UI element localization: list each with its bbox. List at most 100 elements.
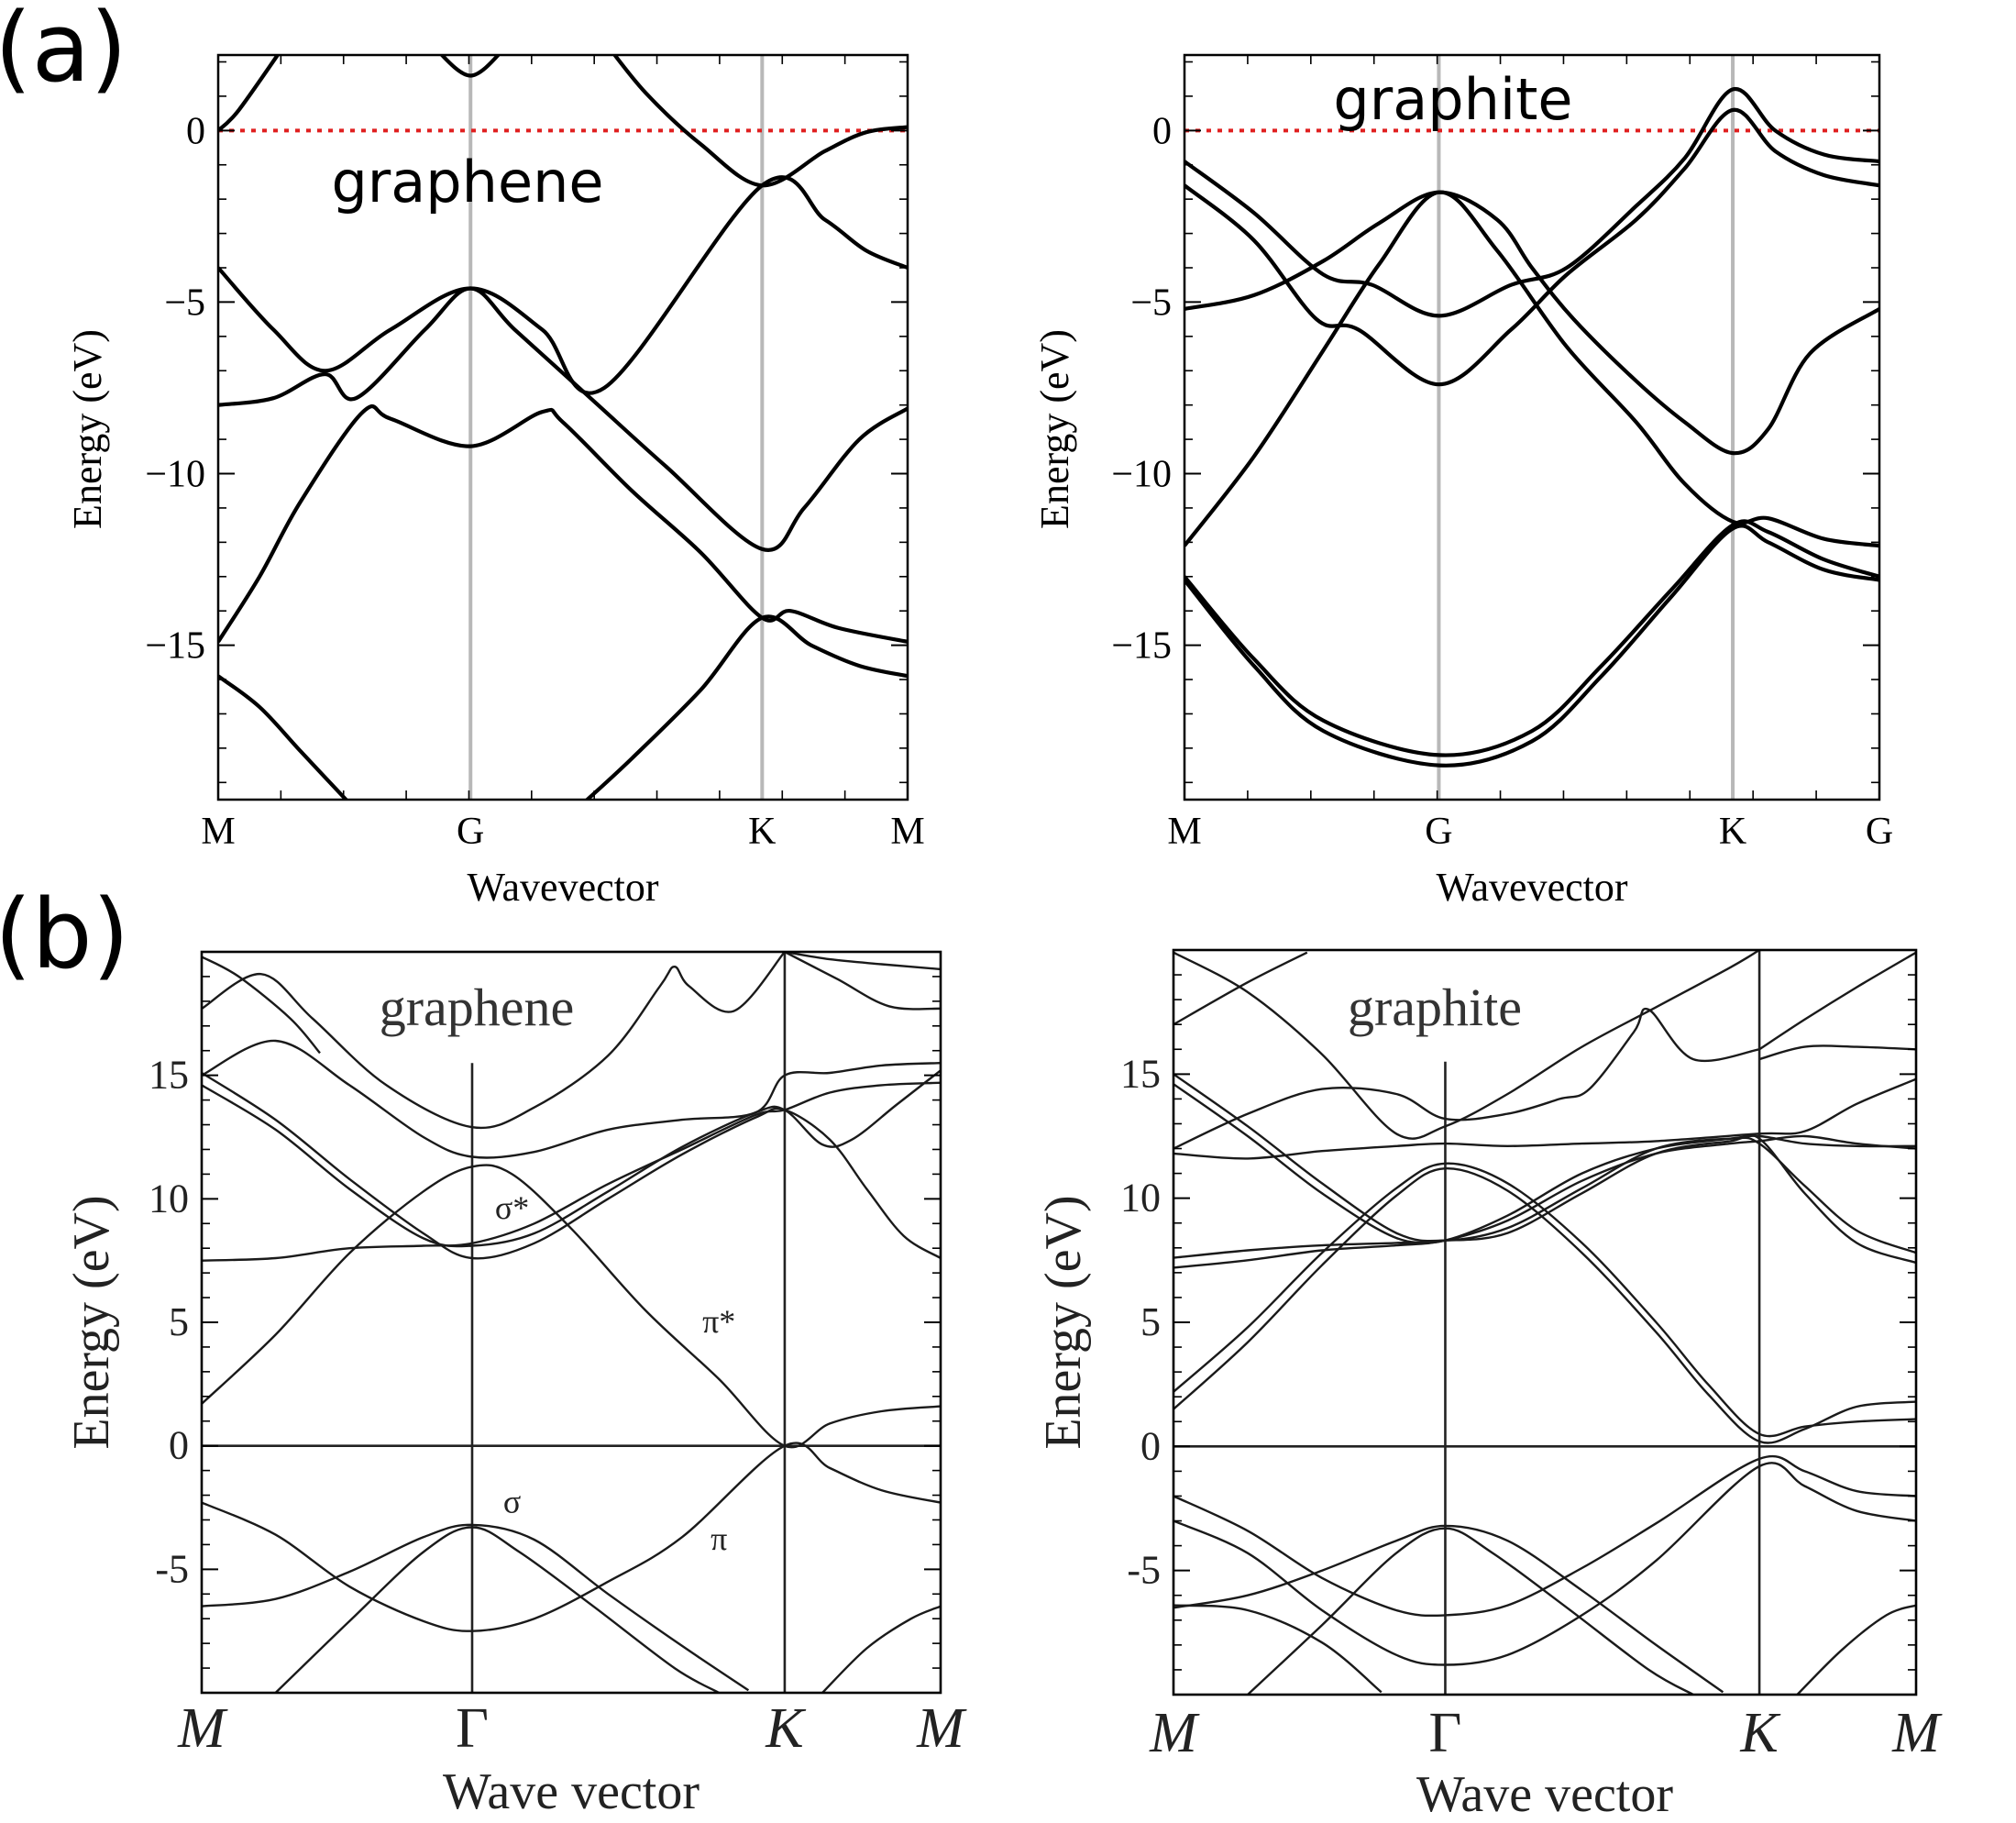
panel-label-b: (b): [0, 878, 129, 990]
x-tick-label: M: [1149, 1702, 1200, 1764]
band-e13: [1173, 950, 1760, 1140]
band-c4: [1184, 190, 1879, 548]
band-e5: [1173, 1524, 1724, 1694]
band-d8: [202, 1069, 941, 1248]
band-e9: [1173, 1134, 1916, 1259]
band-d6: [202, 1081, 941, 1262]
band-d13: [784, 952, 941, 1011]
x-tick-label: G: [457, 811, 484, 853]
y-axis-label: Energy (eV): [65, 329, 110, 529]
band-d1: [202, 1164, 941, 1449]
chart-title: graphene: [380, 978, 575, 1037]
band-d3: [202, 1523, 750, 1692]
band-e4: [1173, 1462, 1916, 1666]
y-tick-label: 10: [1120, 1176, 1161, 1221]
band-b4: [218, 175, 908, 395]
y-tick-label: 15: [149, 1053, 189, 1098]
x-tick-label: K: [1739, 1702, 1781, 1764]
plot-frame: [216, 53, 909, 801]
x-tick-label: M: [201, 811, 235, 853]
x-axis-label: Wavevector: [468, 865, 659, 910]
band-b6: [218, 404, 908, 644]
x-tick-label: K: [765, 1697, 807, 1760]
y-tick-label: −5: [1130, 282, 1172, 324]
y-tick-label: 5: [1140, 1299, 1161, 1344]
band-b3: [611, 55, 908, 188]
x-tick-label: Γ: [1429, 1702, 1462, 1764]
band-b7: [218, 674, 349, 800]
band-d10: [202, 952, 786, 1130]
band-annotation: π: [711, 1520, 727, 1557]
band-e2: [1173, 1166, 1916, 1444]
chart-title: graphite: [1333, 66, 1572, 133]
x-tick-label: M: [916, 1697, 967, 1760]
y-tick-label: -5: [155, 1546, 189, 1591]
band-e8: [1796, 1604, 1916, 1695]
x-tick-label: M: [177, 1697, 228, 1760]
band-e3: [1173, 1454, 1916, 1618]
chart-a-graphite: 0 −5 −10 −15 M G K G Wavevector Energy (eV) graphi…: [1032, 53, 1893, 910]
band-d7: [202, 1071, 941, 1260]
chart-title: graphite: [1348, 978, 1522, 1037]
y-tick-label: -5: [1127, 1548, 1161, 1593]
x-tick-label: G: [1866, 811, 1893, 853]
y-tick-label: 0: [186, 110, 205, 152]
band-e7: [1247, 1527, 1694, 1695]
band-d2: [202, 1442, 941, 1632]
x-axis-label: Wave vector: [443, 1763, 700, 1820]
y-tick-label: −15: [145, 625, 205, 668]
x-axis-label: Wavevector: [1437, 865, 1628, 910]
band-b8: [584, 614, 908, 800]
band-e10: [1173, 1134, 1916, 1269]
chart-b-graphite: 15 10 5 0 -5 M Γ K M Wave vector Energy (eV) graphi…: [1035, 948, 1943, 1823]
band-e15: [1758, 951, 1916, 1051]
x-axis-label: Wave vector: [1416, 1766, 1673, 1823]
band-e11: [1173, 1073, 1916, 1254]
band-e18: [1758, 1044, 1916, 1061]
y-tick-label: 15: [1120, 1051, 1161, 1096]
y-tick-label: 0: [1140, 1423, 1161, 1468]
band-e16: [1173, 1077, 1916, 1160]
x-tick-label: M: [1891, 1702, 1943, 1764]
y-tick-label: 10: [149, 1176, 189, 1221]
plot-frame: [1183, 53, 1881, 801]
band-d5: [821, 1605, 941, 1693]
x-tick-label: K: [1719, 811, 1746, 853]
x-tick-label: M: [1167, 811, 1201, 853]
bands-group: [218, 55, 908, 800]
y-axis-label: Energy (eV): [63, 1195, 120, 1449]
band-annotation: π*: [702, 1303, 735, 1340]
y-tick-label: −10: [1111, 454, 1172, 496]
y-axis-label: Energy (eV): [1035, 1195, 1092, 1449]
x-tick-label: G: [1425, 811, 1452, 853]
chart-title: graphene: [331, 149, 603, 215]
band-d12: [784, 952, 941, 971]
y-tick-label: 0: [1152, 110, 1172, 152]
band-e1: [1173, 1162, 1916, 1438]
y-tick-label: −10: [145, 454, 205, 496]
x-tick-label: K: [748, 811, 776, 853]
chart-a-graphene: 0 −5 −10 −15 M G K M Wavevector Energy (eV) graphe…: [65, 53, 925, 910]
band-c3: [1184, 190, 1879, 456]
band-b2: [439, 55, 501, 78]
plots-group: 0 −5 −10 −15 M G K M Wavevector Energy (eV) graphe…: [63, 53, 1943, 1823]
bands-group: [202, 952, 941, 1693]
y-tick-label: −15: [1111, 625, 1172, 668]
bands-group: [1173, 950, 1916, 1695]
panel-label-a: (a): [0, 0, 127, 104]
bands-group: [1184, 87, 1879, 768]
band-e14: [1173, 1007, 1760, 1150]
band-annotation: σ: [503, 1483, 521, 1519]
band-c6: [1184, 524, 1879, 768]
band-d9: [202, 1039, 941, 1159]
band-c5: [1184, 519, 1879, 757]
band-c1: [1184, 87, 1879, 318]
band-b5: [218, 286, 908, 552]
band-e12: [1173, 1083, 1916, 1265]
chart-b-graphene: 15 10 5 0 -5 M Γ K M Wave vector Energy (eV) graphe…: [63, 950, 967, 1820]
band-d11: [202, 956, 321, 1055]
y-tick-label: 5: [169, 1299, 189, 1344]
band-annotation: σ*: [495, 1189, 529, 1226]
